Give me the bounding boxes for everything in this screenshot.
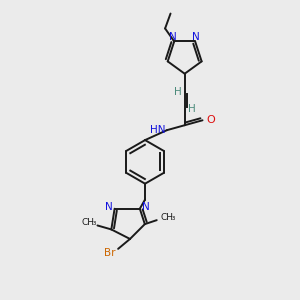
Text: HN: HN xyxy=(150,125,166,135)
Text: N: N xyxy=(169,32,177,43)
Text: N: N xyxy=(142,202,150,212)
Text: N: N xyxy=(105,202,112,212)
Text: CH: CH xyxy=(160,213,173,222)
Text: ₃: ₃ xyxy=(172,213,175,222)
Text: H: H xyxy=(174,86,182,97)
Text: N: N xyxy=(192,32,200,43)
Text: Br: Br xyxy=(104,248,116,258)
Text: CH: CH xyxy=(81,218,94,227)
Text: ₃: ₃ xyxy=(93,218,96,227)
Text: O: O xyxy=(206,115,215,125)
Text: H: H xyxy=(188,104,196,114)
